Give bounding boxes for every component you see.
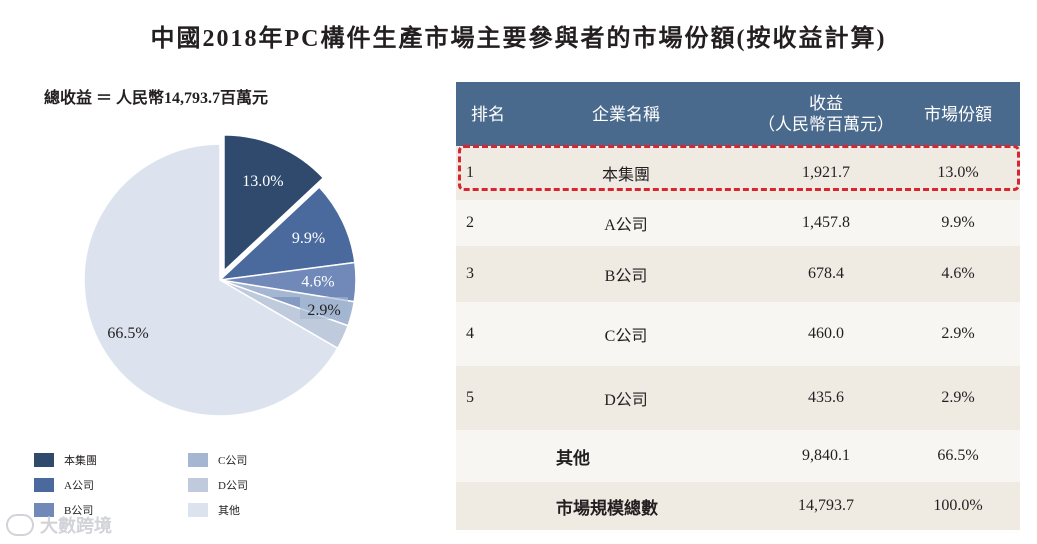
legend-swatch [188, 503, 208, 517]
legend-item-group: 本集團 [34, 452, 97, 468]
cell-share: 13.0% [937, 164, 979, 181]
legend-label: B公司 [64, 505, 94, 517]
cell-rank: 1 [466, 164, 474, 181]
cell-share: 2.9% [941, 325, 975, 342]
pie-label-company-b: 4.6% [301, 274, 334, 291]
pie-label-group: 13.0% [242, 173, 283, 190]
header-revenue: 收益 （人民幣百萬元） [736, 82, 916, 146]
legend-item-company-d: D公司 [188, 477, 248, 493]
legend-swatch [34, 453, 54, 467]
pie-slice-company-a [217, 186, 356, 282]
legend-label: 其他 [218, 505, 240, 517]
pie-label-background [300, 297, 348, 319]
table-header: 排名 企業名稱 收益 （人民幣百萬元） 市場份額 [456, 82, 1020, 146]
table-row: 3 B公司 678.4 4.6% [456, 246, 1020, 302]
watermark-text: 大數跨境 [40, 516, 112, 537]
pie-label-company-d: 2.9% [307, 302, 340, 319]
cell-revenue: 1,921.7 [802, 164, 850, 181]
legend-item-company-c: C公司 [188, 452, 247, 468]
legend-item-company-b: B公司 [34, 502, 93, 518]
market-share-table: 排名 企業名稱 收益 （人民幣百萬元） 市場份額 1 本集團 1,921.7 1… [456, 82, 1020, 530]
cell-rank: 5 [466, 389, 474, 406]
legend-swatch [188, 478, 208, 492]
header-revenue-line2: （人民幣百萬元） [758, 115, 894, 134]
pie-slice-group [223, 134, 325, 273]
legend-item-company-a: A公司 [34, 477, 94, 493]
table-row: 1 本集團 1,921.7 13.0% [456, 146, 1020, 200]
cell-share: 100.0% [933, 497, 983, 514]
table-row: 5 D公司 435.6 2.9% [456, 366, 1020, 430]
cell-revenue: 460.0 [808, 325, 844, 342]
watermark-logo-icon [6, 514, 34, 536]
cell-revenue: 678.4 [808, 265, 844, 282]
cell-share: 2.9% [941, 389, 975, 406]
legend-label: D公司 [218, 480, 248, 492]
cell-company: 市場規模總數 [556, 498, 658, 518]
cell-company: C公司 [604, 328, 648, 345]
cell-revenue: 435.6 [808, 389, 844, 406]
table-row: 2 A公司 1,457.8 9.9% [456, 200, 1020, 246]
pie-chart: 13.0%9.9%4.6%2.9%2.9%66.5% [83, 134, 357, 417]
cell-company: B公司 [604, 268, 648, 285]
cell-company: 其他 [556, 448, 590, 468]
header-revenue-line1: 收益 [809, 94, 843, 113]
header-company-name: 企業名稱 [592, 104, 660, 124]
cell-rank: 2 [466, 214, 474, 231]
legend-swatch [34, 503, 54, 517]
table-row-others: 其他 9,840.1 66.5% [456, 430, 1020, 482]
total-revenue-label: 總收益 ＝ 人民幣14,793.7百萬元 [44, 90, 269, 107]
legend-label: A公司 [64, 480, 94, 492]
cell-revenue: 1,457.8 [802, 214, 850, 231]
pie-slice-others [83, 143, 339, 417]
cell-share: 9.9% [941, 214, 975, 231]
cell-company: A公司 [604, 217, 648, 234]
cell-share: 4.6% [941, 265, 975, 282]
chart-title: 中國2018年PC構件生產市場主要參與者的市場份額(按收益計算) [150, 26, 887, 52]
cell-revenue: 9,840.1 [802, 447, 850, 464]
legend-swatch [34, 478, 54, 492]
legend-label: 本集團 [64, 455, 97, 467]
legend-item-others: 其他 [188, 502, 240, 518]
watermark: 大數跨境 [6, 512, 112, 538]
header-rank: 排名 [471, 104, 505, 124]
cell-company: D公司 [604, 392, 648, 409]
table-row-total: 市場規模總數 14,793.7 100.0% [456, 482, 1020, 530]
cell-revenue: 14,793.7 [798, 497, 854, 514]
pie-label-others: 66.5% [107, 325, 148, 342]
pie-label-company-a: 9.9% [292, 230, 325, 247]
cell-share: 66.5% [937, 447, 979, 464]
legend-label: C公司 [218, 455, 248, 467]
table-row: 4 C公司 460.0 2.9% [456, 302, 1020, 366]
cell-company: 本集團 [601, 167, 650, 184]
legend-swatch [188, 453, 208, 467]
header-market-share: 市場份額 [924, 104, 992, 124]
cell-rank: 3 [466, 265, 474, 282]
cell-rank: 4 [466, 325, 474, 342]
